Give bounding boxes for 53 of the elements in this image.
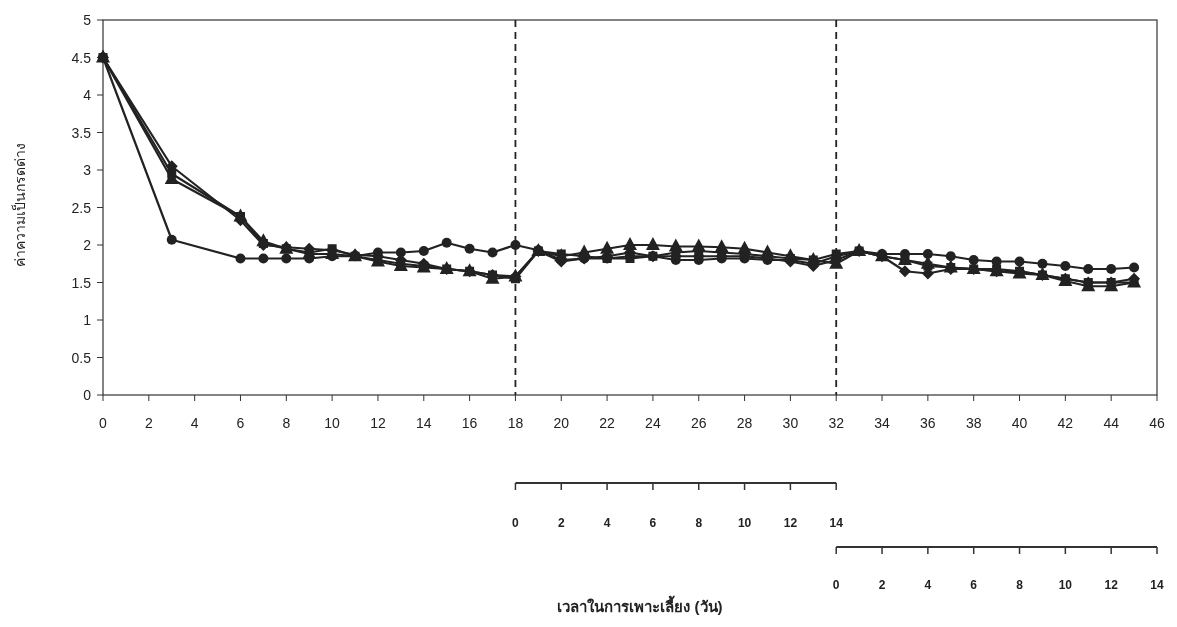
text: 8 xyxy=(695,516,703,530)
text: 6 xyxy=(649,516,657,530)
x-tick-label: 20 xyxy=(553,415,570,431)
y-tick-label: 1 xyxy=(83,312,92,328)
y-tick-label: 0.5 xyxy=(71,349,92,366)
text: 4 xyxy=(924,578,932,592)
x-tick-label: 34 xyxy=(874,415,891,431)
text: 0 xyxy=(832,578,840,592)
y-tick-label: 2 xyxy=(83,237,92,253)
x-tick-label: 28 xyxy=(736,415,753,431)
y-tick-label: 1.5 xyxy=(71,274,92,291)
x-tick-label: 10 xyxy=(324,415,341,431)
x-tick-label: 2 xyxy=(144,415,153,431)
x-tick-label: 6 xyxy=(236,415,245,431)
y-axis-title: ค่าความเป็นกรดด่าง xyxy=(11,143,28,267)
x-tick-label: 46 xyxy=(1149,415,1165,431)
x-tick-label: 4 xyxy=(190,415,199,431)
text: 0 xyxy=(512,516,519,530)
text: 8 xyxy=(1016,578,1023,592)
y-tick-label: 3.5 xyxy=(71,124,92,141)
y-tick-label: 0 xyxy=(83,387,92,403)
x-tick-label: 44 xyxy=(1103,415,1120,431)
text: 14 xyxy=(1150,578,1164,592)
x-tick-label: 32 xyxy=(828,415,845,431)
y-tick-label: 4 xyxy=(83,87,92,103)
text: 12 xyxy=(783,516,798,530)
x-tick-label: 12 xyxy=(370,415,386,431)
text: 10 xyxy=(737,516,752,530)
x-tick-label: 8 xyxy=(282,415,291,431)
x-tick-label: 16 xyxy=(461,415,478,431)
x-tick-label: 42 xyxy=(1057,415,1074,431)
x-tick-label: 18 xyxy=(507,415,524,431)
y-tick-label: 3 xyxy=(83,162,92,178)
y-tick-label: 4.5 xyxy=(71,49,92,66)
x-tick-label: 38 xyxy=(965,415,982,431)
text: 6 xyxy=(970,578,978,592)
x-tick-label: 24 xyxy=(645,415,661,431)
x-tick-label: 14 xyxy=(415,415,432,431)
text: 2 xyxy=(557,516,565,530)
x-tick-label: 0 xyxy=(99,415,108,431)
x-tick-label: 36 xyxy=(920,415,936,431)
text: 10 xyxy=(1058,578,1073,592)
text: 4 xyxy=(603,516,611,530)
text: 12 xyxy=(1104,578,1118,592)
text: เวลาในการเพาะเลี้ยง (วัน) xyxy=(557,595,723,615)
x-tick-label: 26 xyxy=(690,415,707,431)
x-tick-label: 40 xyxy=(1011,415,1028,431)
x-tick-label: 22 xyxy=(599,415,616,431)
text: 2 xyxy=(878,578,886,592)
y-tick-label: 5 xyxy=(83,12,92,28)
text: 14 xyxy=(829,516,843,530)
x-tick-label: 30 xyxy=(782,415,799,431)
y-tick-label: 2.5 xyxy=(71,199,92,216)
